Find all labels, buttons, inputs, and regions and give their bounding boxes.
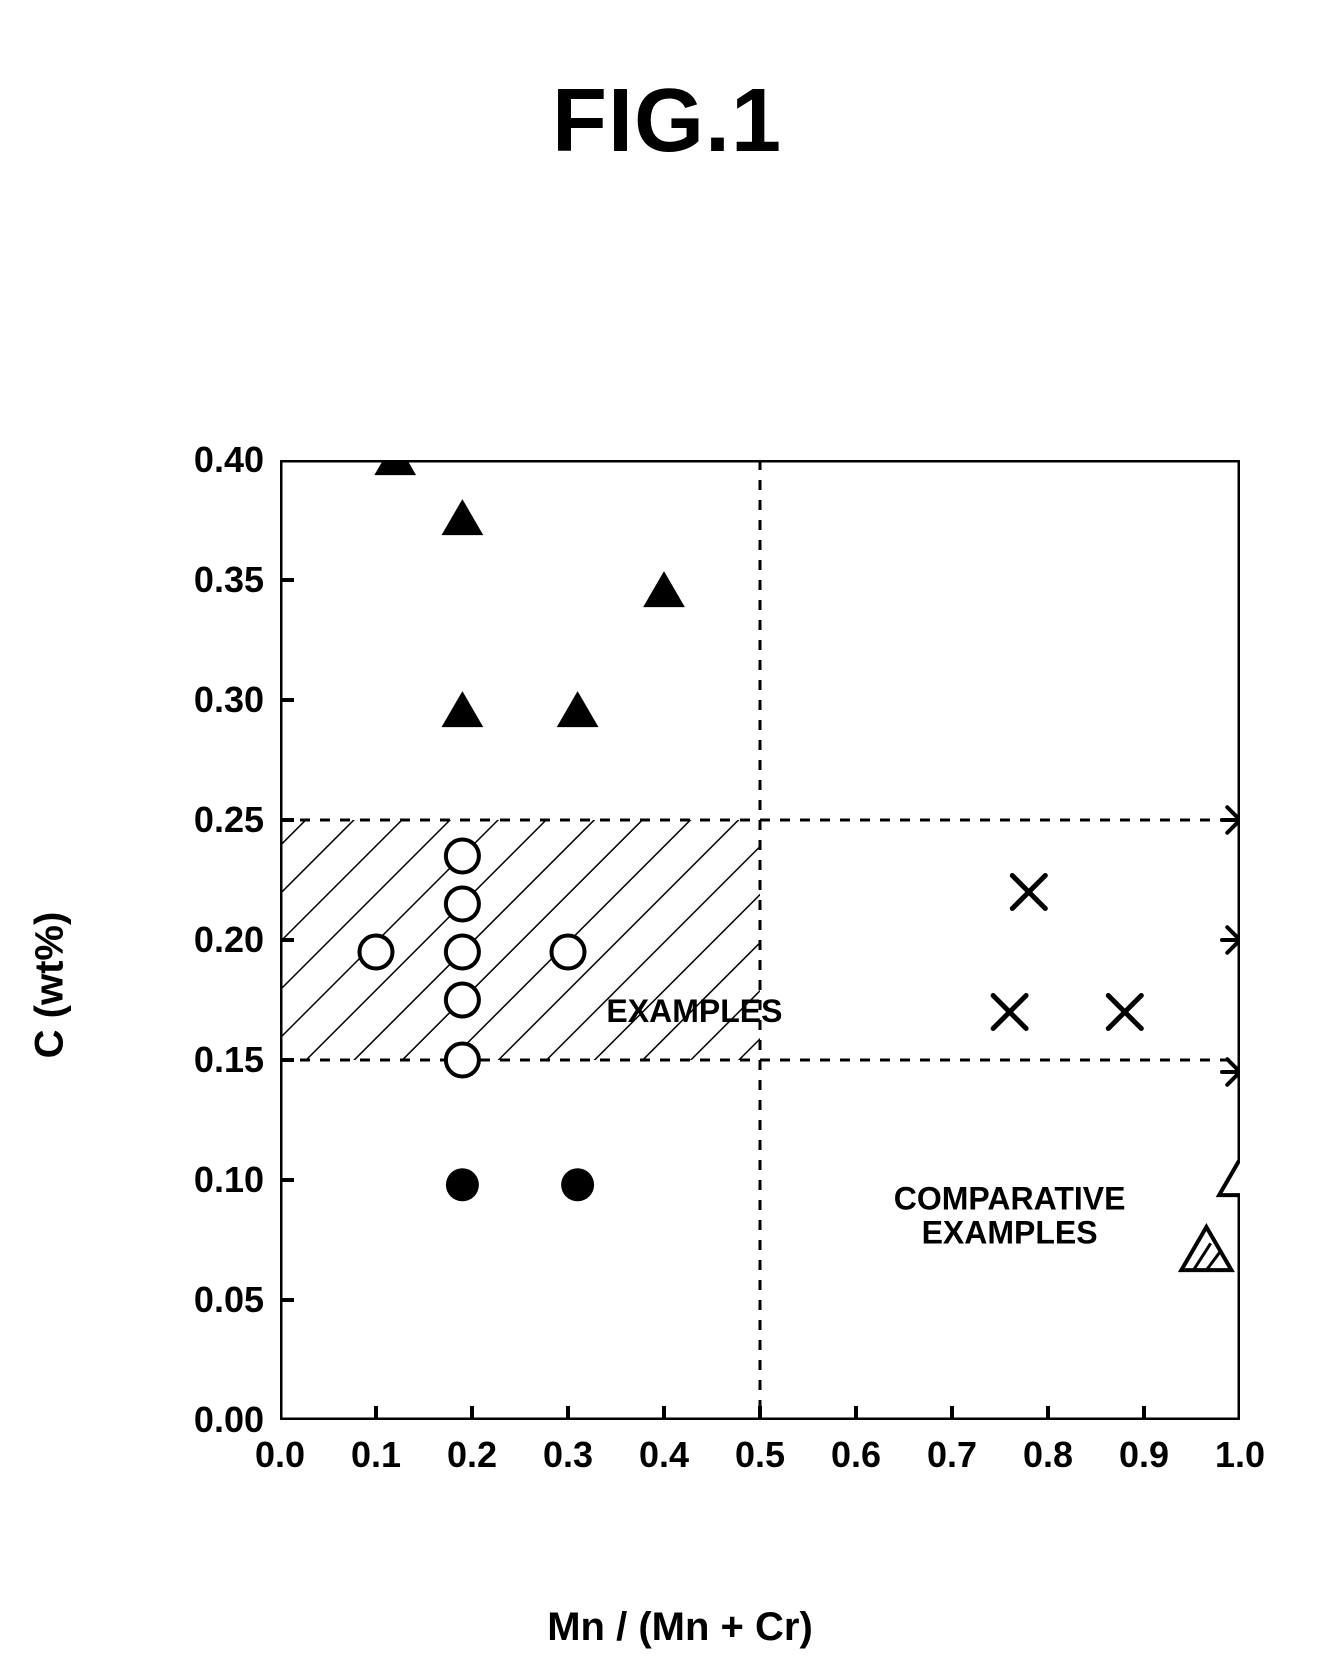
x-tick-label: 0.9 (1119, 1434, 1169, 1476)
y-tick-label: 0.40 (194, 439, 264, 481)
y-tick-label: 0.35 (194, 559, 264, 601)
x-tick-label: 0.3 (543, 1434, 593, 1476)
x-axis-label: Mn / (Mn + Cr) (120, 1605, 1240, 1650)
y-tick-label: 0.15 (194, 1039, 264, 1081)
x-tick-label: 0.8 (1023, 1434, 1073, 1476)
y-tick-label: 0.05 (194, 1279, 264, 1321)
x-tick-label: 0.4 (639, 1434, 689, 1476)
x-tick-label: 0.5 (735, 1434, 785, 1476)
chart-container: C (wt%) Mn / (Mn + Cr) 0.00.10.20.30.40.… (120, 460, 1240, 1510)
chart-annotation: COMPARATIVEEXAMPLES (894, 1182, 1126, 1249)
x-tick-label: 0.1 (351, 1434, 401, 1476)
x-tick-label: 1.0 (1215, 1434, 1265, 1476)
figure-title: FIG.1 (0, 70, 1334, 173)
y-tick-label: 0.00 (194, 1399, 264, 1441)
y-tick-label: 0.10 (194, 1159, 264, 1201)
scatter-plot-svg (280, 460, 1240, 1420)
chart-annotation: EXAMPLES (606, 995, 782, 1029)
y-tick-label: 0.20 (194, 919, 264, 961)
page: FIG.1 C (wt%) Mn / (Mn + Cr) 0.00.10.20.… (0, 0, 1334, 1657)
x-tick-label: 0.2 (447, 1434, 497, 1476)
x-tick-label: 0.7 (927, 1434, 977, 1476)
y-axis-label: C (wt%) (28, 912, 73, 1059)
y-tick-label: 0.25 (194, 799, 264, 841)
x-tick-label: 0.6 (831, 1434, 881, 1476)
plot-area: 0.00.10.20.30.40.50.60.70.80.91.00.000.0… (280, 460, 1240, 1420)
y-tick-label: 0.30 (194, 679, 264, 721)
